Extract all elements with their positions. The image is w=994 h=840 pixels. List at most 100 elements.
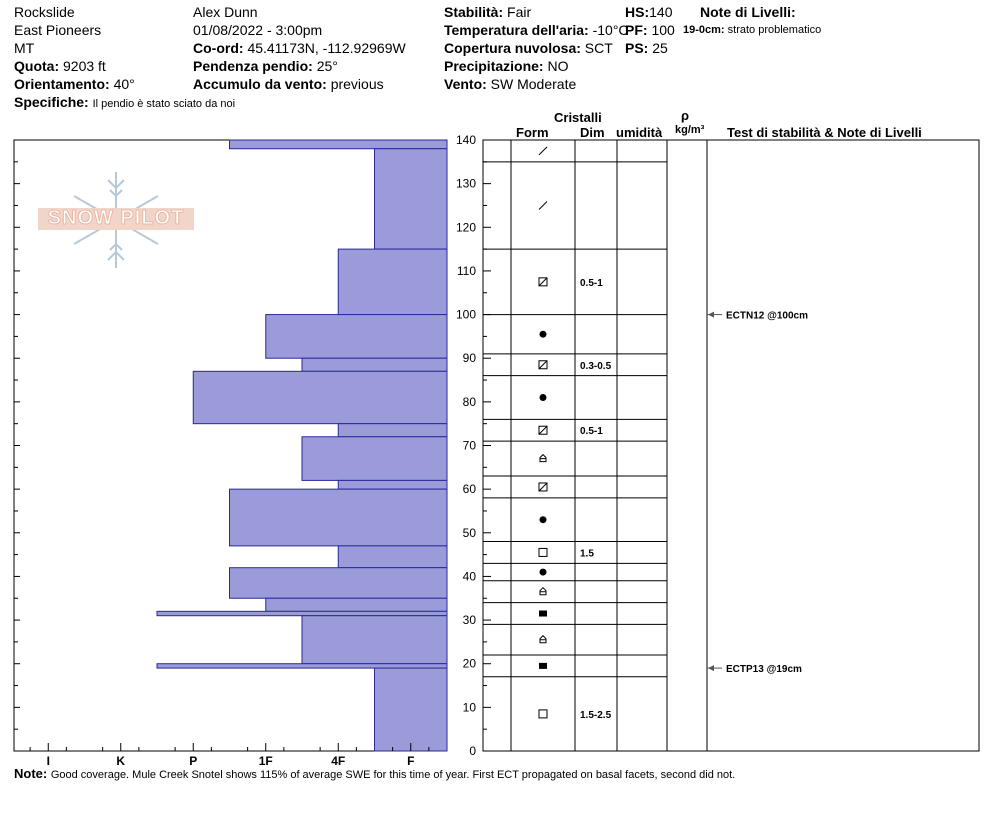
depth-tick-label: 100 [456, 308, 476, 322]
moisture-header: umidità [616, 125, 663, 140]
aspect-label: Orientamento: [14, 76, 110, 92]
layer-note-text: strato problematico [727, 24, 822, 36]
datetime: 01/08/2022 - 3:00pm [193, 22, 323, 38]
mixed-diagonal [538, 425, 548, 435]
hardness-tick-label: I [47, 754, 50, 768]
coords-label: Co-ord: [193, 40, 244, 56]
hs-value: 140 [649, 4, 673, 20]
ps: PS: 25 [625, 40, 668, 56]
range-name: East Pioneers [14, 22, 102, 38]
wind-label: Vento: [444, 76, 487, 92]
mixed-diagonal [538, 482, 548, 492]
depth-hoar-shape [539, 586, 547, 596]
tests-header: Test di stabilità & Note di Livelli [727, 125, 922, 140]
stability-value: Fair [507, 4, 532, 20]
elevation-value: 9203 ft [63, 58, 106, 74]
elevation-label: Quota: [14, 58, 60, 74]
precipitation: Precipitazione: NO [444, 58, 568, 74]
wind-value: SW Moderate [490, 76, 577, 92]
hardness-tick-label: 4F [331, 754, 345, 768]
form-header: Form [516, 125, 549, 140]
depth-tick-label: 120 [456, 220, 476, 234]
hardness-bar [374, 667, 448, 752]
cloud-cover-label: Copertura nuvolosa: [444, 40, 581, 56]
decomposing-stroke [538, 201, 548, 210]
footer-note: Note: Good coverage. Mule Creek Snotel s… [14, 766, 735, 781]
depth-tick-label: 80 [463, 395, 477, 409]
grain-form-mixed-icon [538, 360, 548, 370]
depth-tick-label: 140 [456, 133, 476, 147]
facet-square [538, 709, 548, 719]
depth-tick-label: 10 [463, 700, 477, 714]
hardness-bar [374, 148, 448, 250]
wind-loading-label: Accumulo da vento: [193, 76, 327, 92]
stability: Stabilità: Fair [444, 4, 531, 20]
hardness-tick-label: P [189, 754, 197, 768]
grain-form-decomposing-icon [538, 146, 548, 156]
observer: Alex Dunn [193, 4, 258, 20]
depth-tick-label: 70 [463, 439, 477, 453]
hardness-bar [301, 615, 448, 665]
grain-size-label: 0.3-0.5 [580, 361, 612, 372]
air-temp: Temperatura dell'aria: -10°C [444, 22, 629, 38]
air-temp-label: Temperatura dell'aria: [444, 22, 589, 38]
logo-band [38, 208, 194, 230]
grain-form-depth-hoar-icon [539, 586, 547, 596]
depth-tick-label: 20 [463, 657, 477, 671]
hardness-bar [337, 545, 448, 569]
logo-text: SNOW PILOT [47, 207, 185, 230]
mixed-square [538, 425, 548, 435]
layer-notes-label: Note di Livelli: [700, 4, 796, 20]
grain-form-round-icon [539, 516, 547, 524]
pf-label: PF: [625, 22, 648, 38]
rounding-facet-block [539, 662, 547, 669]
wind-loading-value: previous [330, 76, 384, 92]
grain-form-mixed-icon [538, 425, 548, 435]
round-dot [539, 568, 547, 576]
ps-value: 25 [652, 40, 668, 56]
hs: HS:140 [625, 4, 672, 20]
density-unit: kg/m³ [675, 124, 705, 136]
grain-size-label: 0.5-1 [580, 426, 603, 437]
footer-note-text: Good coverage. Mule Creek Snotel shows 1… [50, 769, 736, 781]
depth-tick-label: 50 [463, 526, 477, 540]
slope-label: Pendenza pendio: [193, 58, 313, 74]
test-arrow-head-icon [708, 311, 714, 318]
hardness-tick-label: K [116, 754, 125, 768]
test-arrow-head-icon [708, 665, 714, 672]
mixed-diagonal [538, 360, 548, 370]
coords: Co-ord: 45.41173N, -112.92969W [193, 40, 406, 56]
hardness-bar [301, 357, 448, 372]
depth-hoar-shape [539, 635, 547, 644]
depth-tick-label: 0 [469, 744, 476, 758]
round-dot [539, 330, 547, 338]
grain-form-depth-hoar-icon [539, 453, 547, 463]
mixed-square [538, 277, 548, 287]
depth-tick-label: 130 [456, 177, 476, 191]
wind-loading: Accumulo da vento: previous [193, 76, 384, 92]
specifics-value: Il pendio è stato sciato da noi [92, 98, 236, 110]
layer-note-depth: 19-0cm: [683, 24, 725, 36]
density-symbol: ρ [681, 108, 690, 123]
mixed-diagonal [538, 277, 548, 287]
round-dot [539, 393, 547, 401]
round-dot [539, 516, 547, 524]
state-name: MT [14, 40, 35, 56]
depth-tick-label: 90 [463, 351, 477, 365]
grain-form-mixed-icon [538, 277, 548, 287]
hardness-bar [156, 610, 448, 617]
hardness-bar [156, 663, 448, 669]
grain-form-round-icon [539, 568, 547, 576]
hardness-bar [265, 597, 448, 612]
wind: Vento: SW Moderate [444, 76, 576, 92]
hardness-tick-label: 1F [259, 754, 273, 768]
cloud-cover: Copertura nuvolosa: SCT [444, 40, 613, 56]
hardness-bar [337, 423, 448, 438]
grain-form-decomposing-icon [538, 201, 548, 210]
depth-tick-label: 60 [463, 482, 477, 496]
slope: Pendenza pendio: 25° [193, 58, 338, 74]
precipitation-value: NO [547, 58, 569, 74]
footer-note-label: Note: [14, 766, 48, 781]
hardness-bar [337, 248, 448, 316]
